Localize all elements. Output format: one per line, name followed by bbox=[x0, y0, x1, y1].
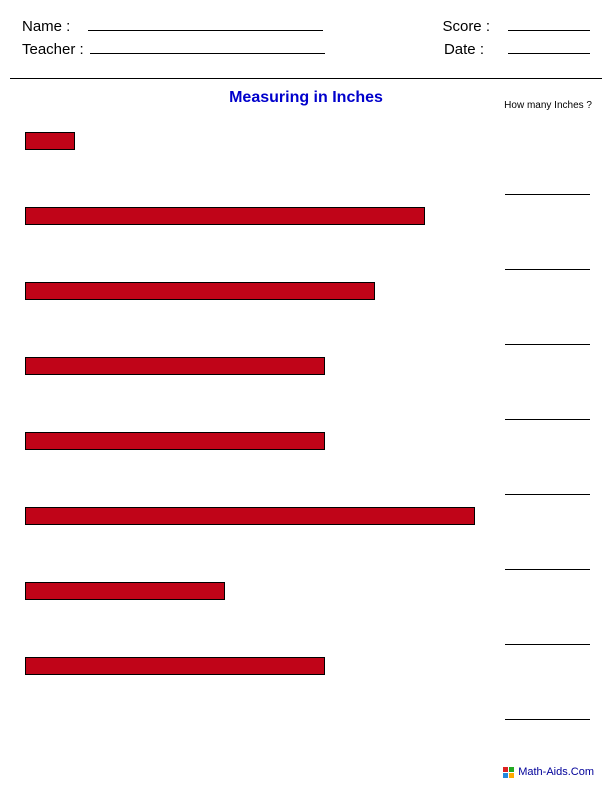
measure-row bbox=[25, 582, 590, 657]
measure-bar bbox=[25, 507, 475, 525]
measure-row bbox=[25, 282, 590, 357]
measure-row bbox=[25, 657, 590, 732]
footer-text: Math-Aids.Com bbox=[518, 766, 594, 778]
answer-line[interactable] bbox=[505, 344, 590, 345]
header-row-1: Name : Score : bbox=[22, 18, 590, 35]
header: Name : Score : Teacher : Date : bbox=[0, 0, 612, 72]
measure-bar bbox=[25, 282, 375, 300]
measure-bar bbox=[25, 432, 325, 450]
measure-bar bbox=[25, 132, 75, 150]
teacher-line[interactable] bbox=[90, 53, 325, 54]
worksheet-page: Name : Score : Teacher : Date : Measurin… bbox=[0, 0, 612, 792]
date-label: Date : bbox=[444, 41, 484, 58]
measure-bar bbox=[25, 657, 325, 675]
score-label: Score : bbox=[442, 18, 490, 35]
measure-row bbox=[25, 357, 590, 432]
answer-line[interactable] bbox=[505, 644, 590, 645]
bars-container bbox=[25, 132, 590, 732]
answer-line[interactable] bbox=[505, 719, 590, 720]
answer-line[interactable] bbox=[505, 419, 590, 420]
name-line[interactable] bbox=[88, 30, 323, 31]
footer-logo-icon bbox=[502, 766, 514, 778]
measure-bar bbox=[25, 357, 325, 375]
answer-line[interactable] bbox=[505, 494, 590, 495]
answer-line[interactable] bbox=[505, 194, 590, 195]
date-line[interactable] bbox=[508, 53, 590, 54]
answer-line[interactable] bbox=[505, 269, 590, 270]
name-label: Name : bbox=[22, 18, 70, 35]
footer: Math-Aids.Com bbox=[502, 766, 594, 778]
answer-line[interactable] bbox=[505, 569, 590, 570]
measure-bar bbox=[25, 582, 225, 600]
measure-row bbox=[25, 432, 590, 507]
measure-bar bbox=[25, 207, 425, 225]
measure-row bbox=[25, 507, 590, 582]
score-line[interactable] bbox=[508, 30, 590, 31]
prompt-text: How many Inches ? bbox=[504, 100, 592, 111]
measure-row bbox=[25, 132, 590, 207]
teacher-label: Teacher : bbox=[22, 41, 84, 58]
header-row-2: Teacher : Date : bbox=[22, 41, 590, 58]
header-divider bbox=[10, 78, 602, 79]
measure-row bbox=[25, 207, 590, 282]
